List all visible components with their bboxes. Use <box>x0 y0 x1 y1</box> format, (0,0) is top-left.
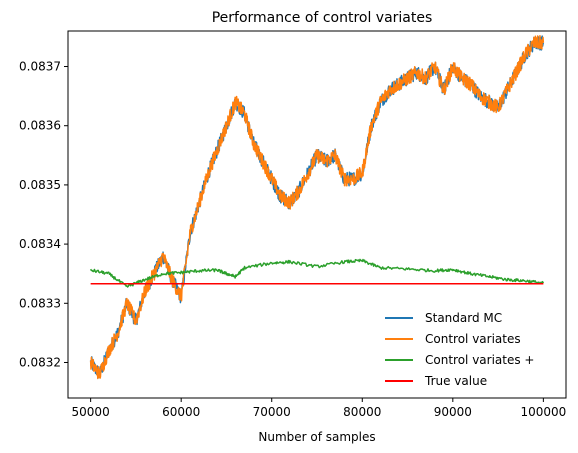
series-line-control-variates <box>89 35 545 380</box>
y-tick-label: 0.0835 <box>19 178 61 192</box>
legend-label: Control variates + <box>425 353 534 367</box>
x-tick-label: 80000 <box>343 405 381 419</box>
axes-frame <box>67 30 567 399</box>
legend: Standard MC Control variates Control varia… <box>385 311 534 388</box>
x-axis-ticks: 50000 60000 70000 80000 90000 100000 <box>72 398 566 419</box>
y-tick-label: 0.0832 <box>19 355 61 369</box>
y-tick-label: 0.0836 <box>19 119 61 133</box>
x-tick-label: 50000 <box>72 405 110 419</box>
x-tick-label: 100000 <box>520 405 566 419</box>
chart-title: Performance of control variates <box>212 10 433 26</box>
y-tick-label: 0.0837 <box>19 60 61 74</box>
x-tick-label: 60000 <box>162 405 200 419</box>
legend-label: True value <box>424 374 487 388</box>
legend-label: Control variates <box>425 332 521 346</box>
series-line-control-variates <box>89 258 545 288</box>
y-tick-label: 0.0833 <box>19 296 61 310</box>
y-axis-ticks: 0.0832 0.0833 0.0834 0.0835 0.0836 0.0837 <box>19 60 68 369</box>
x-tick-label: 90000 <box>434 405 472 419</box>
legend-label: Standard MC <box>425 311 502 325</box>
x-axis-label: Number of samples <box>258 430 375 444</box>
x-tick-label: 70000 <box>253 405 291 419</box>
y-tick-label: 0.0834 <box>19 237 61 251</box>
plot-area <box>89 35 545 380</box>
